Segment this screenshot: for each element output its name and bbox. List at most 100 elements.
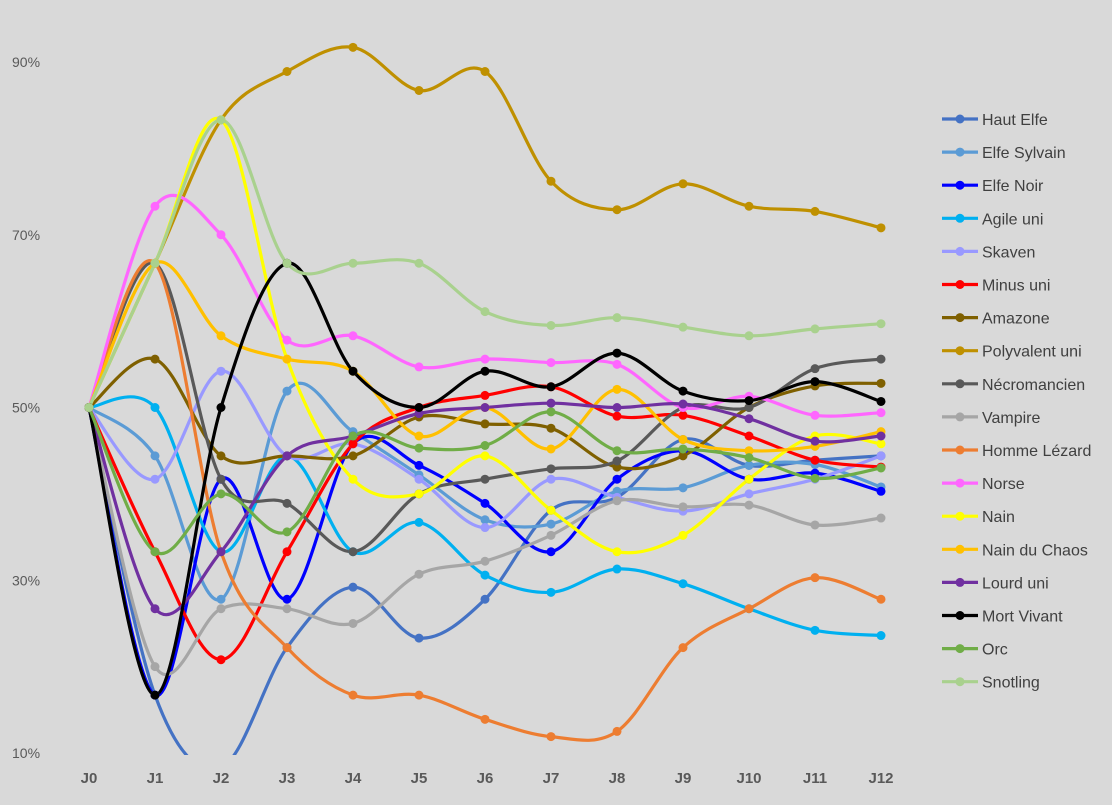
data-point-amazone	[150, 354, 160, 364]
legend-swatch-marker	[955, 114, 965, 124]
legend-label: Amazone	[982, 311, 1050, 328]
data-point-elfe-sylvain	[678, 483, 688, 493]
data-point-minus-uni	[612, 411, 622, 421]
data-point-skaven	[546, 474, 556, 484]
data-point-agile-uni	[414, 517, 424, 527]
x-tick-label: J2	[213, 770, 230, 787]
data-point-vampire	[480, 556, 490, 566]
legend-swatch-marker	[955, 213, 965, 223]
data-point-polyvalent-uni	[810, 206, 820, 216]
series-line-elfe-sylvain	[87, 381, 883, 602]
data-point-polyvalent-uni	[678, 179, 688, 189]
data-point-elfe-noir	[282, 594, 292, 604]
data-point-elfe-noir	[612, 474, 622, 484]
data-point-lourd-uni	[282, 451, 292, 461]
legend-label: Nécromancien	[982, 377, 1085, 394]
data-point-lourd-uni	[810, 436, 820, 446]
series-line-lourd-uni	[87, 401, 883, 617]
data-point-lourd-uni	[150, 604, 160, 614]
legend-label: Norse	[982, 476, 1025, 493]
data-point-agile-uni	[546, 587, 556, 597]
data-point-necromancien	[282, 498, 292, 508]
data-point-nain-du-chaos	[744, 446, 754, 456]
legend-item-orc: Orc	[942, 642, 1008, 659]
data-point-skaven	[414, 474, 424, 484]
legend-swatch-marker	[955, 412, 965, 422]
data-point-nain-du-chaos	[282, 354, 292, 364]
x-tick-label: J7	[543, 770, 560, 787]
series-line-polyvalent-uni	[87, 45, 883, 410]
data-point-minus-uni	[810, 455, 820, 465]
series-line-minus-uni	[87, 384, 883, 662]
data-point-minus-uni	[216, 655, 226, 665]
data-point-vampire	[546, 530, 556, 540]
legend-item-elfe-sylvain: Elfe Sylvain	[942, 145, 1066, 162]
x-tick-label: J12	[868, 770, 893, 787]
legend-label: Elfe Sylvain	[982, 145, 1066, 162]
data-point-nain	[348, 474, 358, 484]
legend-label: Skaven	[982, 244, 1035, 261]
y-tick-label: 50%	[12, 400, 40, 416]
data-point-polyvalent-uni	[282, 67, 292, 77]
data-point-elfe-sylvain	[150, 451, 160, 461]
legend-swatch-marker	[955, 644, 965, 654]
data-point-nain-du-chaos	[546, 444, 556, 454]
legend-swatch-marker	[955, 180, 965, 190]
data-point-nain	[414, 489, 424, 499]
legend-swatch-marker	[955, 280, 965, 289]
y-tick-label: 30%	[12, 572, 40, 588]
data-point-orc	[744, 453, 754, 463]
x-tick-label: J1	[147, 770, 164, 787]
data-point-haut-elfe	[480, 594, 490, 604]
data-point-vampire	[810, 520, 820, 530]
data-point-mort-vivant	[150, 690, 160, 700]
data-point-homme-lezard	[810, 573, 820, 583]
data-point-norse	[546, 358, 556, 368]
data-point-orc	[612, 446, 622, 456]
legend-swatch-marker	[955, 611, 965, 620]
series-line-haut-elfe	[87, 405, 883, 755]
data-point-vampire	[678, 502, 688, 512]
data-point-elfe-noir	[480, 498, 490, 508]
data-point-nain	[678, 530, 688, 540]
data-point-orc	[678, 444, 688, 454]
data-point-orc	[810, 473, 820, 483]
data-point-agile-uni	[150, 403, 160, 412]
data-point-skaven	[876, 451, 886, 461]
data-point-minus-uni	[744, 431, 754, 441]
data-point-orc	[480, 441, 490, 451]
legend: Haut Elfe Elfe Sylvain Elfe Noir Agile uni S…	[942, 112, 1091, 692]
legend-item-mort-vivant: Mort Vivant	[942, 609, 1063, 626]
data-point-norse	[480, 354, 490, 364]
data-point-snotling	[678, 322, 688, 332]
data-point-mort-vivant	[744, 396, 754, 406]
x-tick-label: J6	[477, 770, 494, 787]
data-point-homme-lezard	[546, 732, 556, 742]
data-point-lourd-uni	[480, 403, 490, 412]
data-point-homme-lezard	[282, 643, 292, 653]
data-point-vampire	[612, 496, 622, 506]
data-point-nain-du-chaos	[414, 431, 424, 441]
legend-label: Elfe Noir	[982, 178, 1044, 195]
legend-swatch-marker	[955, 478, 965, 488]
legend-label: Vampire	[982, 410, 1040, 427]
data-point-agile-uni	[876, 631, 886, 641]
data-point-elfe-sylvain	[216, 594, 226, 604]
data-point-elfe-sylvain	[282, 386, 292, 396]
data-point-snotling	[216, 115, 226, 125]
legend-item-polyvalent-uni: Polyvalent uni	[942, 344, 1082, 361]
data-point-snotling	[612, 313, 622, 323]
legend-item-amazone: Amazone	[942, 311, 1050, 328]
data-point-snotling	[84, 403, 94, 412]
series-line-necromancien	[87, 261, 883, 554]
data-point-necromancien	[216, 474, 226, 484]
series-line-snotling	[87, 118, 883, 410]
data-point-skaven	[150, 474, 160, 484]
legend-label: Snotling	[982, 675, 1040, 692]
legend-label: Homme Lézard	[982, 443, 1091, 460]
data-point-vampire	[282, 604, 292, 614]
data-point-mort-vivant	[810, 377, 820, 387]
legend-swatch-marker	[955, 445, 965, 455]
y-tick-label: 10%	[12, 745, 40, 761]
